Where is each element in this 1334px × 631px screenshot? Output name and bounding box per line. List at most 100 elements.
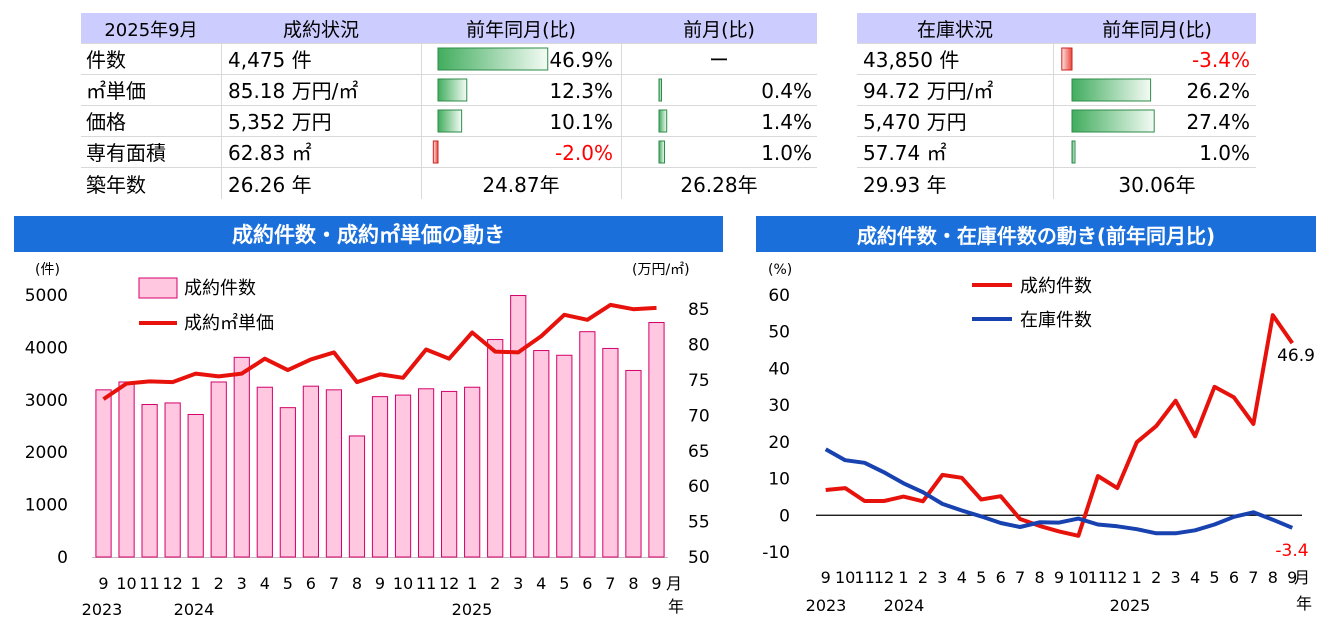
row-value: 85.18 万円/㎡ xyxy=(228,79,358,103)
x-tick-label: 1 xyxy=(191,574,201,593)
x-tick-label: 9 xyxy=(821,568,831,587)
bar-contracts xyxy=(441,390,458,558)
end-label-contracts: 46.9 xyxy=(1277,346,1315,366)
mom-value: 0.4% xyxy=(761,79,812,103)
x-suffix-year: 年 xyxy=(1296,594,1312,613)
row-label: ㎡単価 xyxy=(86,79,146,103)
inventory-summary-table: 在庫状況 前年同月(比) 43,850 件 -3.4% 94.72 万円/㎡ 26.2% 5… xyxy=(857,13,1256,199)
year-label: 2023 xyxy=(806,596,847,615)
x-tick-label: 2 xyxy=(1151,568,1161,587)
y2-tick-label: 70 xyxy=(688,406,710,426)
x-tick-label: 2 xyxy=(214,574,224,593)
x-tick-label: 12 xyxy=(439,574,459,593)
x-tick-label: 9 xyxy=(98,574,108,593)
yoy-value: -3.4% xyxy=(1192,48,1250,72)
x-tick-label: 12 xyxy=(874,568,894,587)
y-tick-label: 0 xyxy=(57,548,68,568)
y2-tick-label: 50 xyxy=(688,548,710,568)
x-tick-label: 7 xyxy=(605,574,615,593)
y-tick-label: 2000 xyxy=(25,443,68,463)
bar-contracts xyxy=(533,350,550,558)
bar-contracts xyxy=(210,381,227,558)
legend-label: 成約件数 xyxy=(1020,276,1092,297)
header-row-bg xyxy=(81,13,817,43)
yoy-value: -2.0% xyxy=(555,141,613,165)
x-tick-label: 10 xyxy=(116,574,136,593)
x-tick-label: 8 xyxy=(1034,568,1044,587)
bar-contracts xyxy=(464,386,481,558)
yoy-value: 26.2% xyxy=(1186,79,1250,103)
x-tick-label: 9 xyxy=(1287,568,1297,587)
yoy-bar xyxy=(432,140,439,164)
row-value: 57.74 ㎡ xyxy=(863,141,947,165)
contracts-and-price-chart: (件) (万円/㎡)0100020003000400050005055606570… xyxy=(25,262,710,619)
bar-contracts xyxy=(417,388,435,558)
bar-contracts xyxy=(187,413,204,558)
y-tick-label: 50 xyxy=(768,323,790,343)
x-tick-label: 10 xyxy=(1068,568,1088,587)
bar-contracts xyxy=(95,389,112,558)
chart1-title: 成約件数・成約㎡単価の動き xyxy=(232,223,505,247)
mom-value: ー xyxy=(709,48,729,72)
bar-contracts xyxy=(279,407,296,558)
mom-value: 1.4% xyxy=(761,110,812,134)
x-tick-label: 1 xyxy=(1132,568,1142,587)
year-label: 2024 xyxy=(884,596,925,615)
bar-contracts xyxy=(233,356,250,558)
bar-contracts xyxy=(625,369,642,558)
y2-tick-label: 55 xyxy=(688,513,710,533)
line-inventory-yoy xyxy=(824,447,1294,536)
row-label: 専有面積 xyxy=(86,141,166,165)
mom-bar xyxy=(658,109,668,133)
x-suffix-month: 月 xyxy=(666,574,682,593)
y-axis-unit: (%) xyxy=(768,262,792,278)
x-tick-label: 10 xyxy=(393,574,413,593)
x-tick-label: 7 xyxy=(329,574,339,593)
year-label: 2025 xyxy=(1110,596,1151,615)
mom-value: 1.0% xyxy=(761,141,812,165)
chart2-title: 成約件数・在庫件数の動き(前年同月比) xyxy=(856,223,1216,248)
x-tick-label: 5 xyxy=(1209,568,1219,587)
x-tick-label: 8 xyxy=(1268,568,1278,587)
bar-contracts xyxy=(510,295,527,558)
line-contracts-yoy xyxy=(825,313,1294,538)
x-tick-label: 6 xyxy=(306,574,316,593)
x-tick-label: 2 xyxy=(490,574,500,593)
legend-label: 成約件数 xyxy=(184,278,256,299)
x-tick-label: 4 xyxy=(957,568,967,587)
row-label: 件数 xyxy=(86,48,126,72)
yoy-bar xyxy=(1071,78,1152,102)
header-row-bg xyxy=(857,13,1256,43)
row-value: 5,470 万円 xyxy=(863,110,967,134)
x-tick-label: 3 xyxy=(237,574,247,593)
x-tick-label: 8 xyxy=(352,574,362,593)
y2-tick-label: 80 xyxy=(688,336,710,356)
yoy-bar xyxy=(1071,140,1076,164)
y-tick-label: 3000 xyxy=(25,391,68,411)
x-tick-label: 12 xyxy=(1107,568,1127,587)
year-label: 2025 xyxy=(452,600,493,619)
y-tick-label: 60 xyxy=(768,286,790,306)
x-tick-label: 6 xyxy=(582,574,592,593)
x-tick-label: 5 xyxy=(976,568,986,587)
yoy-bar xyxy=(1061,47,1073,71)
bar-contracts xyxy=(602,347,619,558)
bar-contracts xyxy=(371,396,389,558)
yoy-bar xyxy=(437,78,468,102)
y2-tick-label: 85 xyxy=(688,300,710,320)
y-tick-label: -10 xyxy=(762,543,790,563)
header-cell: 前月(比) xyxy=(683,19,755,41)
year-label: 2024 xyxy=(174,600,215,619)
bar-contracts xyxy=(256,386,273,558)
end-label-inventory: -3.4 xyxy=(1275,541,1308,561)
yoy-value: 24.87年 xyxy=(482,173,559,197)
yoy-bar xyxy=(1071,109,1155,133)
x-tick-label: 9 xyxy=(651,574,661,593)
bar-contracts xyxy=(325,389,343,558)
y-tick-label: 20 xyxy=(768,433,790,453)
contract-summary-grid: 2025年9月 成約状況 前年同月(比) 前月(比) 件数 4,475 件 46.9% ー㎡単… xyxy=(81,13,817,199)
header-cell: 在庫状況 xyxy=(917,19,993,41)
x-tick-label: 3 xyxy=(513,574,523,593)
inventory-summary-grid: 在庫状況 前年同月(比) 43,850 件 -3.4% 94.72 万円/㎡ 26.2% 5… xyxy=(857,13,1256,199)
